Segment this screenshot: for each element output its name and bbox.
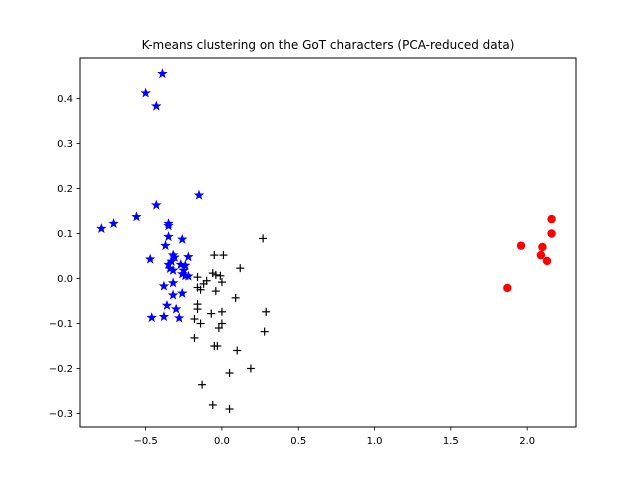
star-point (157, 68, 168, 79)
star-point (170, 303, 182, 314)
plus-point (193, 305, 202, 314)
plus-point (259, 234, 268, 243)
x-tick-label: 1.5 (443, 436, 459, 447)
plus-point (225, 369, 234, 377)
star-point (174, 312, 185, 323)
y-tick-label: −0.1 (49, 319, 73, 330)
plus-point (198, 380, 207, 389)
star-point (177, 233, 188, 244)
star-point (180, 259, 191, 270)
x-tick-label: 1.0 (367, 436, 383, 447)
plus-point (196, 285, 205, 294)
circle-point (516, 241, 526, 250)
plus-point (216, 271, 225, 280)
star-point (96, 223, 107, 233)
circle-point (503, 283, 512, 293)
star-point (193, 189, 205, 200)
plot-frame (79, 57, 577, 428)
star-point (131, 211, 142, 222)
star-point (163, 231, 174, 242)
plus-point (211, 270, 220, 279)
plus-point (193, 273, 202, 282)
star-point (183, 270, 194, 281)
star-point (161, 300, 173, 310)
chart-title: K-means clustering on the GoT characters… (142, 38, 515, 52)
plus-point (213, 342, 222, 350)
plus-point (246, 364, 255, 373)
plus-point (190, 333, 199, 342)
plus-point (225, 405, 234, 413)
star-point (151, 100, 162, 111)
plus-point (217, 307, 226, 316)
star-point (167, 289, 179, 300)
star-point (140, 87, 151, 98)
plus-point (262, 307, 271, 316)
circle-point (542, 256, 552, 266)
circle-point (538, 242, 547, 252)
star-point (151, 199, 162, 210)
plus-point (208, 400, 217, 409)
plus-point (231, 293, 240, 302)
star-point (163, 220, 174, 231)
plus-point (219, 251, 228, 260)
y-tick-label: 0.3 (57, 139, 73, 150)
star-point (160, 240, 171, 251)
star-point (167, 277, 179, 288)
star-point (158, 311, 170, 322)
x-tick-label: 2.0 (519, 436, 535, 447)
plus-point (211, 287, 220, 296)
star-point (158, 280, 170, 291)
star-point (169, 251, 180, 262)
star-point (163, 259, 174, 269)
y-tick-label: −0.2 (49, 364, 73, 375)
x-axis: −0.5 0.0 0.5 1.0 1.5 2.0 (133, 427, 535, 447)
y-tick-label: 0.1 (57, 229, 73, 240)
y-tick-label: −0.3 (49, 409, 73, 420)
star-point (177, 287, 188, 298)
data-points (96, 68, 556, 413)
plus-point (210, 251, 219, 260)
circle-point (536, 250, 546, 260)
plus-point (190, 315, 199, 323)
plus-point (207, 309, 216, 318)
circle-point (547, 214, 556, 224)
star-point (146, 312, 157, 323)
star-point (108, 218, 119, 229)
plus-point (233, 346, 242, 355)
plus-point (217, 319, 226, 328)
plus-point (196, 319, 205, 328)
y-tick-label: 0.0 (57, 274, 73, 285)
y-axis: −0.3 −0.2 −0.1 0.0 0.1 0.2 0.3 0.4 (49, 94, 80, 420)
plus-point (199, 279, 208, 288)
star-point (144, 253, 156, 264)
y-tick-label: 0.2 (57, 184, 73, 195)
x-tick-label: 0.0 (214, 436, 230, 447)
star-point (183, 251, 194, 262)
y-tick-label: 0.4 (57, 94, 73, 105)
plus-point (236, 264, 245, 273)
plus-point (214, 324, 223, 332)
star-point (167, 264, 179, 275)
plus-point (217, 278, 226, 287)
circle-point (547, 229, 556, 238)
plus-point (260, 327, 269, 336)
x-tick-label: 0.5 (290, 436, 306, 447)
x-tick-label: −0.5 (133, 436, 157, 447)
